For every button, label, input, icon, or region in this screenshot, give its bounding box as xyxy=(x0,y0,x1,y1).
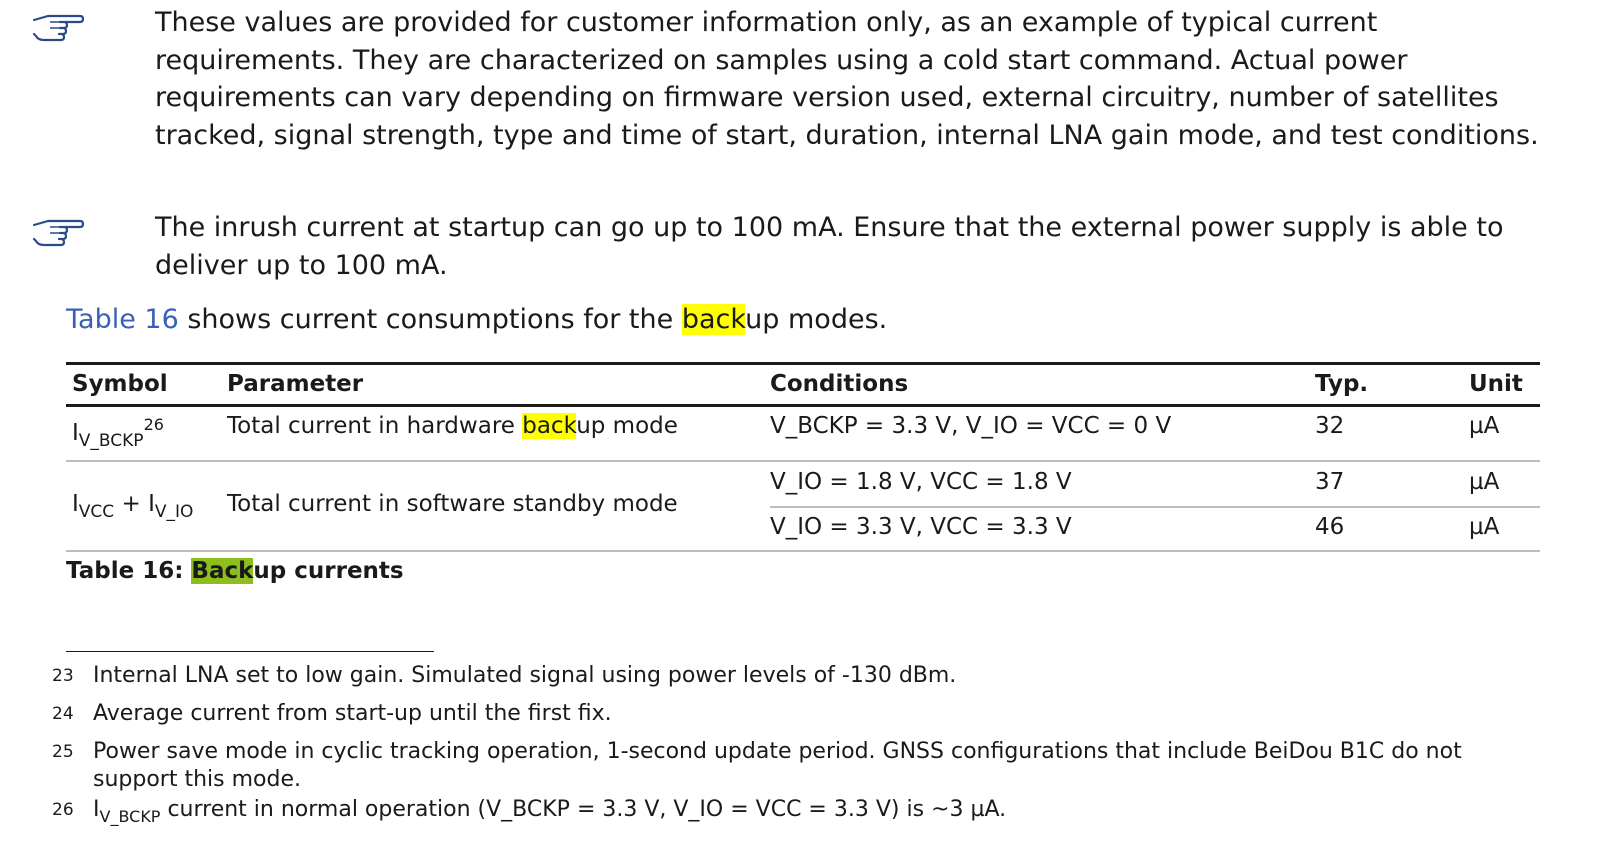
pointing-hand-icon xyxy=(32,14,84,42)
unit-cell: µA xyxy=(1469,413,1500,439)
conditions-cell: V_BCKP = 3.3 V, V_IO = VCC = 0 V xyxy=(770,413,1172,439)
parameter-cell: Total current in software standby mode xyxy=(227,491,678,517)
conditions-cell: V_IO = 3.3 V, VCC = 3.3 V xyxy=(770,514,1072,540)
symbol-cell: IV_BCKP26 xyxy=(72,415,164,451)
pointing-hand-icon xyxy=(32,219,84,247)
typ-cell: 37 xyxy=(1315,469,1345,495)
table-caption: Table 16: Backup currents xyxy=(66,558,404,584)
table-intro-sentence: Table 16 shows current consumptions for … xyxy=(66,304,888,335)
note-1-text: These values are provided for customer i… xyxy=(155,7,1539,151)
table-16-link[interactable]: Table 16 xyxy=(66,304,179,335)
search-highlight: back xyxy=(681,304,746,335)
header-conditions: Conditions xyxy=(770,371,909,397)
conditions-cell: V_IO = 1.8 V, VCC = 1.8 V xyxy=(770,469,1072,495)
row-divider xyxy=(66,460,1540,462)
typ-cell: 32 xyxy=(1315,413,1345,439)
footnote-text: Power save mode in cyclic tracking opera… xyxy=(93,739,1462,792)
footnote-ref-26[interactable]: 26 xyxy=(143,415,164,434)
footnote-separator xyxy=(66,651,434,652)
search-highlight-active: Back xyxy=(191,558,254,584)
table-bottom-rule xyxy=(66,550,1540,552)
parameter-cell: Total current in hardware backup mode xyxy=(227,413,678,439)
unit-cell: µA xyxy=(1469,469,1500,495)
footnote-number: 25 xyxy=(52,742,74,762)
footnote-text: Internal LNA set to low gain. Simulated … xyxy=(93,663,957,688)
footnote-number: 24 xyxy=(52,704,74,724)
header-unit: Unit xyxy=(1469,371,1523,397)
footnote-text: Average current from start-up until the … xyxy=(93,701,612,726)
table-top-rule xyxy=(66,362,1540,365)
header-rule xyxy=(66,404,1540,407)
sub-row-divider xyxy=(770,506,1540,508)
footnote-text: IV_BCKP current in normal operation (V_B… xyxy=(93,797,1007,826)
typ-cell: 46 xyxy=(1315,514,1345,540)
header-parameter: Parameter xyxy=(227,371,364,397)
note-2-text: The inrush current at startup can go up … xyxy=(155,212,1504,281)
footnote-number: 26 xyxy=(52,800,74,820)
footnote-number: 23 xyxy=(52,666,74,686)
header-symbol: Symbol xyxy=(72,371,168,397)
header-typ: Typ. xyxy=(1315,371,1369,397)
symbol-cell: IVCC + IV_IO xyxy=(72,491,194,522)
search-highlight: back xyxy=(522,413,577,439)
unit-cell: µA xyxy=(1469,514,1500,540)
